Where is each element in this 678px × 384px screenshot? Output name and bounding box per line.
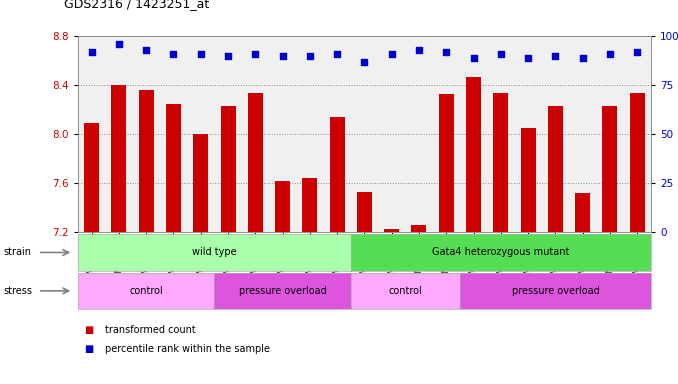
Point (304, 53, 315, 59)
Point (441, 49, 452, 55)
Bar (494, 93, 508, 232)
Bar (603, 106, 618, 232)
Bar (247, 93, 263, 232)
Point (632, 49, 643, 55)
Text: transformed count: transformed count (105, 325, 196, 335)
Bar (330, 117, 344, 232)
Bar (166, 104, 181, 232)
Text: ■: ■ (85, 344, 97, 354)
Point (550, 53, 561, 59)
Text: wild type: wild type (192, 247, 237, 258)
Point (332, 51, 342, 57)
Point (577, 55, 588, 61)
Point (605, 51, 616, 57)
Text: control: control (388, 286, 422, 296)
Point (386, 51, 397, 57)
Text: pressure overload: pressure overload (239, 286, 326, 296)
Bar (630, 93, 645, 232)
Point (168, 51, 179, 57)
Point (523, 55, 534, 61)
Text: strain: strain (3, 247, 31, 258)
Bar (521, 128, 536, 232)
Bar (111, 86, 126, 232)
Text: stress: stress (3, 286, 33, 296)
Text: control: control (129, 286, 163, 296)
Text: percentile rank within the sample: percentile rank within the sample (105, 344, 270, 354)
Bar (220, 106, 235, 232)
Point (250, 51, 261, 57)
Bar (193, 134, 208, 232)
Bar (139, 90, 154, 232)
Bar (575, 193, 590, 232)
Point (496, 51, 506, 57)
Bar (275, 181, 290, 232)
Point (113, 41, 124, 47)
Point (222, 53, 233, 59)
Point (86, 49, 97, 55)
Bar (466, 77, 481, 232)
Point (414, 47, 424, 53)
Bar (548, 106, 563, 232)
Point (277, 53, 288, 59)
Point (195, 51, 206, 57)
Point (359, 59, 370, 65)
Text: ■: ■ (85, 325, 97, 335)
Bar (439, 94, 454, 232)
Point (468, 55, 479, 61)
Text: pressure overload: pressure overload (511, 286, 599, 296)
Bar (302, 179, 317, 232)
Bar (412, 225, 426, 232)
Text: Gata4 heterozygous mutant: Gata4 heterozygous mutant (432, 247, 570, 258)
Bar (357, 192, 372, 232)
Text: GDS2316 / 1423251_at: GDS2316 / 1423251_at (64, 0, 210, 10)
Bar (84, 123, 99, 232)
Point (141, 47, 152, 53)
Bar (384, 228, 399, 232)
